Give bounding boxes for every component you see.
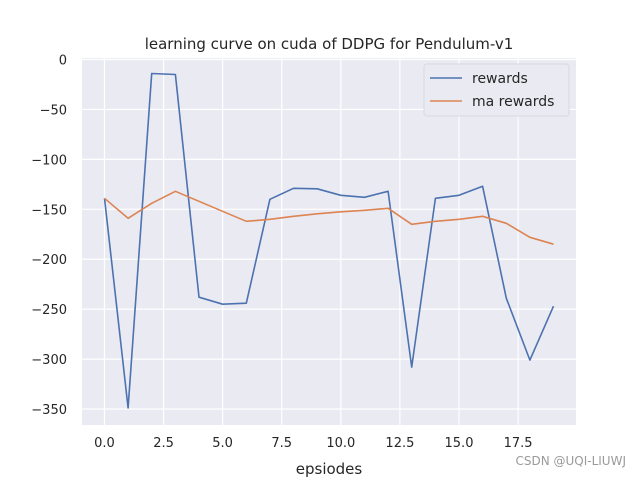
y-tick-label: 0: [59, 53, 67, 68]
x-tick-label: 7.5: [271, 436, 292, 451]
x-tick-labels: 0.0 2.5 5.0 7.5 10.0 12.5 15.0 17.5: [94, 436, 532, 451]
series-line-ma-rewards: [103, 190, 554, 245]
x-tick-label: 5.0: [212, 436, 233, 451]
y-tick-label: −100: [31, 153, 67, 168]
x-tick-label: 12.5: [385, 436, 414, 451]
x-axis-label: epsiodes: [296, 460, 363, 478]
y-tick-label: −250: [31, 303, 67, 318]
x-tick-label: 10.0: [326, 436, 355, 451]
watermark: CSDN @UQI-LIUWJ: [515, 454, 626, 468]
y-tick-label: −300: [31, 353, 67, 368]
x-tick-label: 15.0: [445, 436, 474, 451]
legend: rewards ma rewards: [423, 63, 570, 117]
series-line-rewards: [103, 72, 555, 409]
series-lines: [103, 72, 555, 409]
y-tick-labels: 0 −50 −100 −150 −200 −250 −300 −350: [31, 53, 67, 418]
y-tick-label: −200: [31, 253, 67, 268]
legend-label-rewards: rewards: [472, 71, 528, 87]
x-tick-label: 0.0: [94, 436, 115, 451]
y-tick-label: −350: [31, 403, 67, 418]
legend-box: [423, 63, 570, 117]
y-tick-label: −50: [40, 103, 67, 118]
y-tick-label: −150: [31, 203, 67, 218]
x-tick-label: 2.5: [153, 436, 174, 451]
x-tick-label: 17.5: [504, 436, 533, 451]
chart-title: learning curve on cuda of DDPG for Pendu…: [145, 35, 514, 53]
legend-label-ma-rewards: ma rewards: [472, 94, 554, 110]
